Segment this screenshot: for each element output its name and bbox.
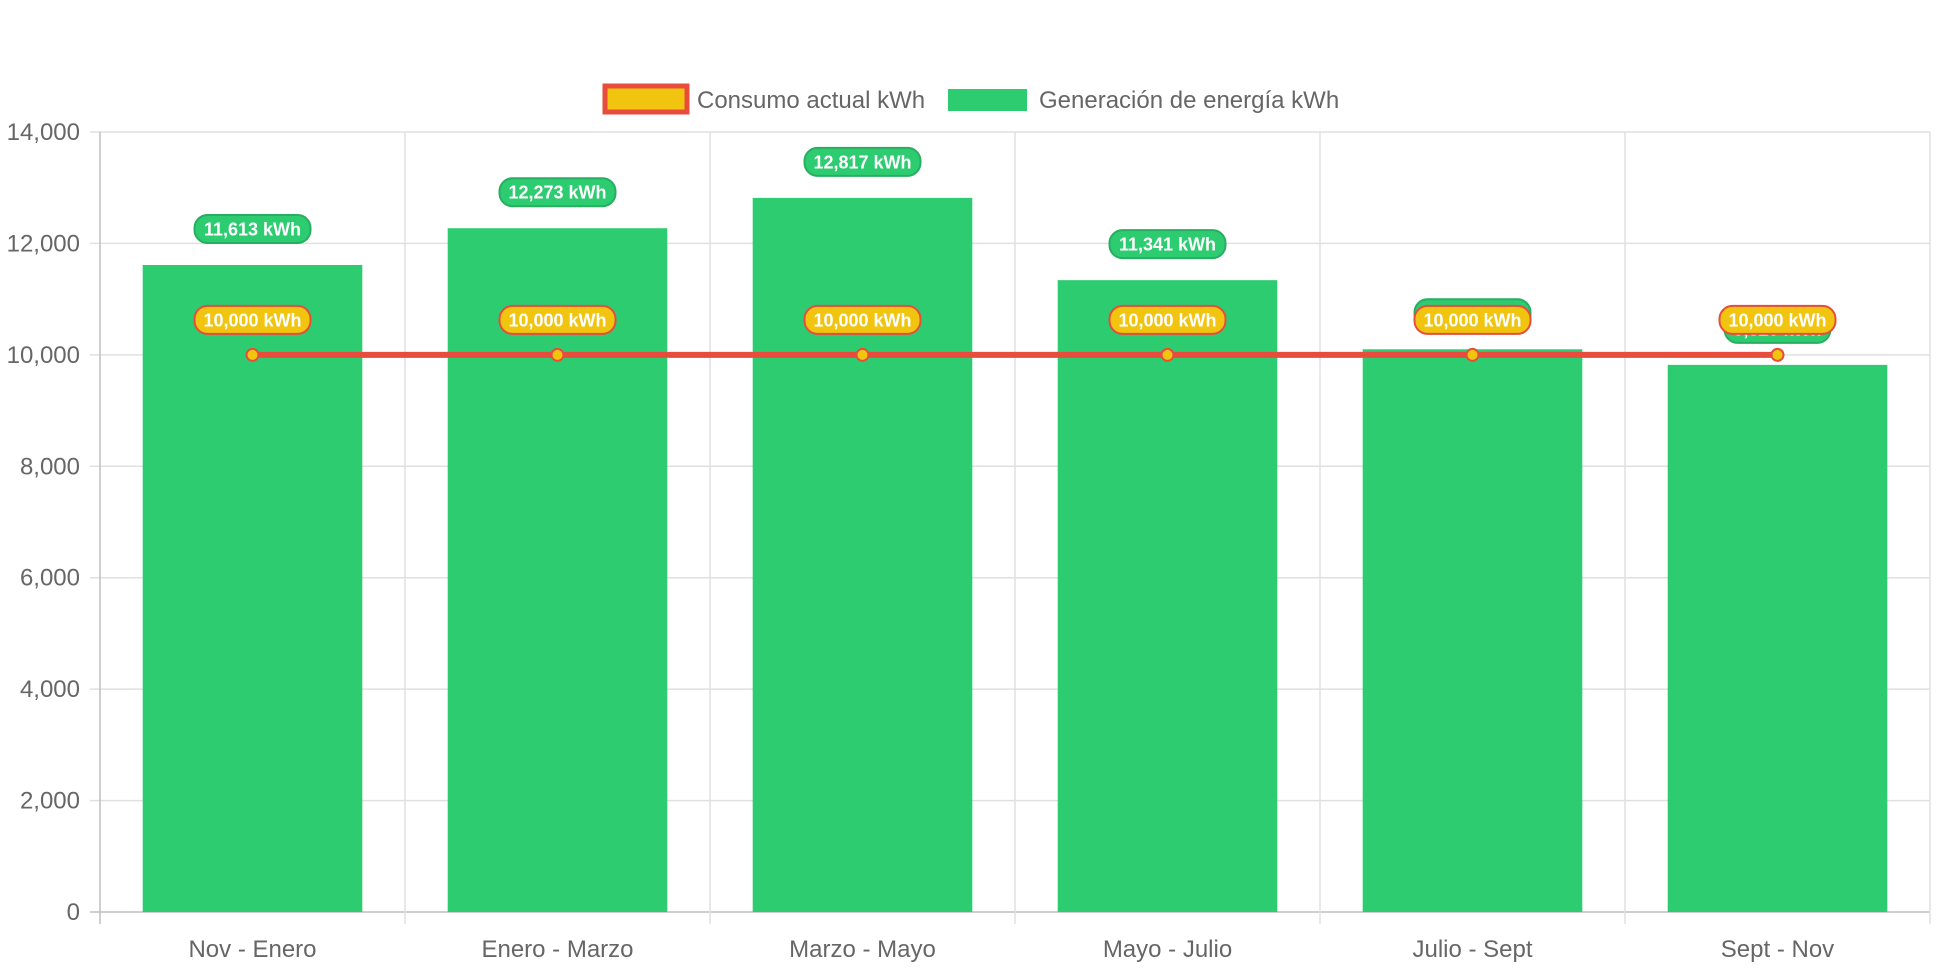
- bar-series: [142, 197, 1888, 912]
- legend-swatch-generacion: [948, 89, 1027, 111]
- line-point[interactable]: [855, 347, 870, 362]
- x-tick-label: Nov - Enero: [188, 936, 316, 963]
- bar[interactable]: [447, 228, 668, 912]
- line-value-label: 10,000 kWh: [1108, 304, 1227, 335]
- line-value-label: 10,000 kWh: [1413, 304, 1532, 335]
- y-tick-label: 8,000: [20, 453, 80, 480]
- bar-value-label-text: 12,817 kWh: [813, 152, 911, 172]
- x-tick-label: Marzo - Mayo: [789, 936, 936, 963]
- line-value-label-text: 10,000 kWh: [1423, 310, 1521, 330]
- line-point[interactable]: [245, 347, 260, 362]
- legend-item-consumo[interactable]: Consumo actual kWh: [602, 83, 925, 115]
- y-tick-label: 14,000: [7, 119, 80, 146]
- line-value-label-box: [498, 304, 617, 335]
- bar-value-label-box: [1108, 229, 1227, 260]
- line-value-label: 10,000 kWh: [193, 304, 312, 335]
- line-value-label-box: [1108, 304, 1227, 335]
- bar-value-label: 12,273 kWh: [498, 177, 617, 208]
- line-value-label-text: 10,000 kWh: [508, 310, 606, 330]
- line-value-label-box: [803, 304, 922, 335]
- line-value-label-text: 10,000 kWh: [203, 310, 301, 330]
- legend-item-generacion[interactable]: Generación de energía kWh: [948, 87, 1339, 114]
- bar-value-label-text: 12,273 kWh: [508, 183, 606, 203]
- legend-label-generacion: Generación de energía kWh: [1039, 87, 1339, 114]
- x-tick-label: Julio - Sept: [1412, 936, 1532, 963]
- bar-value-label-text: 11,341 kWh: [1119, 235, 1216, 255]
- line-series: [245, 347, 1785, 362]
- grid: [90, 131, 1931, 924]
- line-value-label-text: 10,000 kWh: [1728, 310, 1826, 330]
- legend-label-consumo: Consumo actual kWh: [697, 87, 925, 114]
- bar-value-label-box: [498, 177, 617, 208]
- bar-value-label: 11,613 kWh: [193, 213, 312, 244]
- bar[interactable]: [142, 264, 363, 912]
- x-tick-label: Enero - Marzo: [481, 936, 633, 963]
- y-tick-label: 10,000: [7, 342, 80, 369]
- line-value-label: 10,000 kWh: [803, 304, 922, 335]
- line-value-label: 10,000 kWh: [498, 304, 617, 335]
- x-tick-label: Sept - Nov: [1721, 936, 1834, 963]
- bar[interactable]: [1362, 349, 1583, 912]
- data-labels: 11,613 kWh 12,273 kWh 12,817 kWh 11,341 kWh…: [193, 146, 1837, 344]
- line-point[interactable]: [1465, 347, 1480, 362]
- line-value-label-box: [1718, 304, 1837, 335]
- line-point[interactable]: [550, 347, 565, 362]
- y-tick-label: 6,000: [20, 565, 80, 592]
- bar-value-label-text: 11,613 kWh: [204, 219, 301, 239]
- line-value-label-text: 10,000 kWh: [1118, 310, 1216, 330]
- line-value-label-box: [193, 304, 312, 335]
- line-value-label-text: 10,000 kWh: [813, 310, 911, 330]
- legend-swatch-consumo: [602, 83, 690, 115]
- line-point[interactable]: [1770, 347, 1785, 362]
- bar[interactable]: [1667, 364, 1888, 912]
- line-value-label-box: [1413, 304, 1532, 335]
- y-tick-label: 2,000: [20, 788, 80, 815]
- y-tick-label: 0: [67, 899, 80, 926]
- bar-value-label-box: [803, 146, 922, 177]
- x-tick-label: Mayo - Julio: [1103, 936, 1232, 963]
- line-value-label: 10,000 kWh: [1718, 304, 1837, 335]
- y-tick-label: 12,000: [7, 230, 80, 257]
- bar[interactable]: [1057, 280, 1278, 912]
- axes: 0 2,000 4,000 6,000 8,000 10,000 12,000 14,000 N…: [7, 119, 1835, 963]
- y-tick-label: 4,000: [20, 676, 80, 703]
- line-point[interactable]: [1160, 347, 1175, 362]
- bar-value-label: 12,817 kWh: [803, 146, 922, 177]
- bar-value-label: 11,341 kWh: [1108, 229, 1227, 260]
- bar-value-label-box: [193, 213, 312, 244]
- legend[interactable]: Consumo actual kWh Generación de energía…: [602, 83, 1339, 115]
